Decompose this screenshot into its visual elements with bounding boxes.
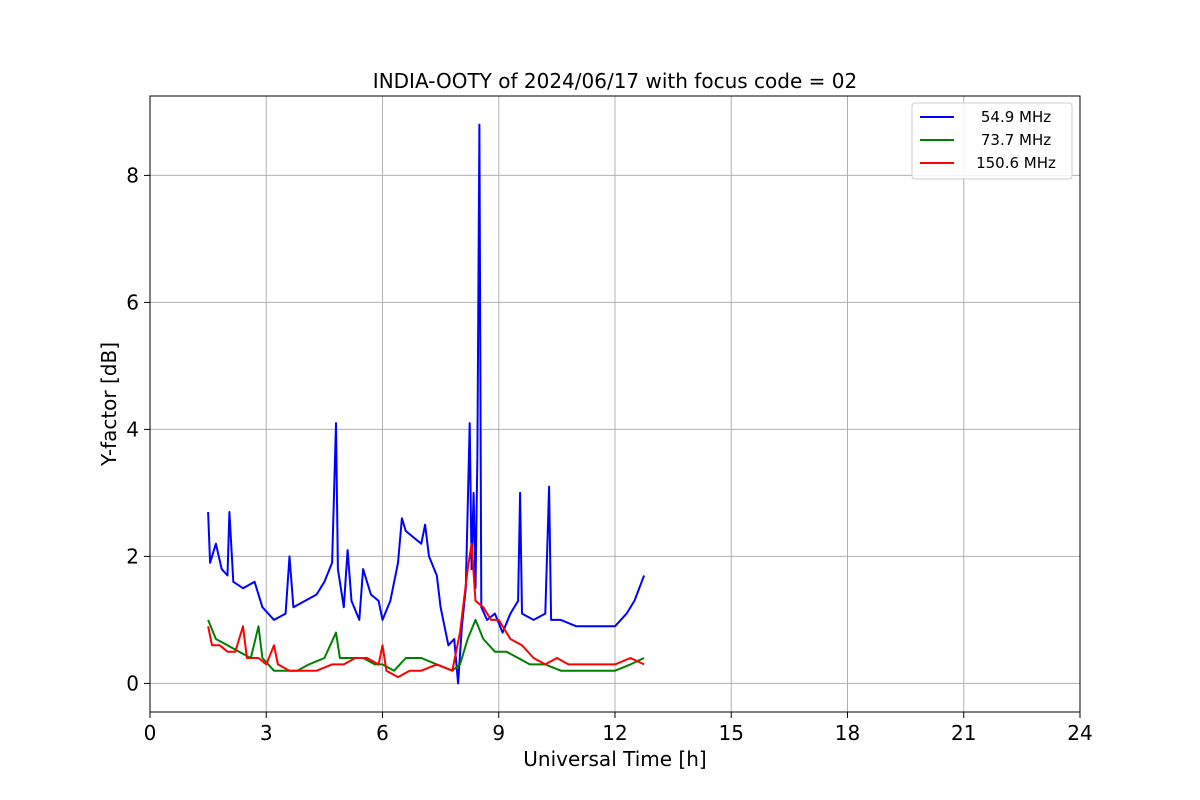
series-line-3: [207, 542, 645, 679]
legend-box: [911, 102, 1073, 180]
y-tick-label: 8: [126, 163, 139, 187]
x-tick-label: 18: [835, 721, 860, 745]
series-line-1: [207, 123, 646, 685]
legend-label: 73.7 MHz: [981, 131, 1051, 149]
y-axis-label: Y-factor [dB]: [97, 342, 121, 467]
x-tick-label: 6: [376, 721, 389, 745]
x-tick-label: 0: [144, 721, 157, 745]
x-tick-label: 21: [951, 721, 976, 745]
y-tick-label: 4: [126, 417, 139, 441]
legend: 54.9 MHz 73.7 MHz 150.6 MHz: [911, 102, 1073, 180]
x-axis: 0 3 6 9 12 15 18 21 24: [144, 712, 1093, 745]
legend-label: 54.9 MHz: [981, 108, 1051, 126]
grid: [149, 96, 1081, 712]
x-tick-label: 24: [1067, 721, 1092, 745]
y-axis: 0 2 4 6 8: [126, 163, 150, 695]
series-line-2: [207, 618, 645, 672]
x-tick-label: 3: [260, 721, 273, 745]
y-tick-label: 2: [126, 544, 139, 568]
legend-label: 150.6 MHz: [976, 154, 1056, 172]
x-axis-label: Universal Time [h]: [523, 747, 706, 771]
x-tick-label: 15: [719, 721, 744, 745]
x-tick-label: 12: [602, 721, 627, 745]
chart-title: INDIA-OOTY of 2024/06/17 with focus code…: [373, 69, 857, 93]
x-tick-label: 9: [492, 721, 505, 745]
y-tick-label: 6: [126, 290, 139, 314]
y-tick-label: 0: [126, 671, 139, 695]
plot-series: [207, 123, 646, 685]
